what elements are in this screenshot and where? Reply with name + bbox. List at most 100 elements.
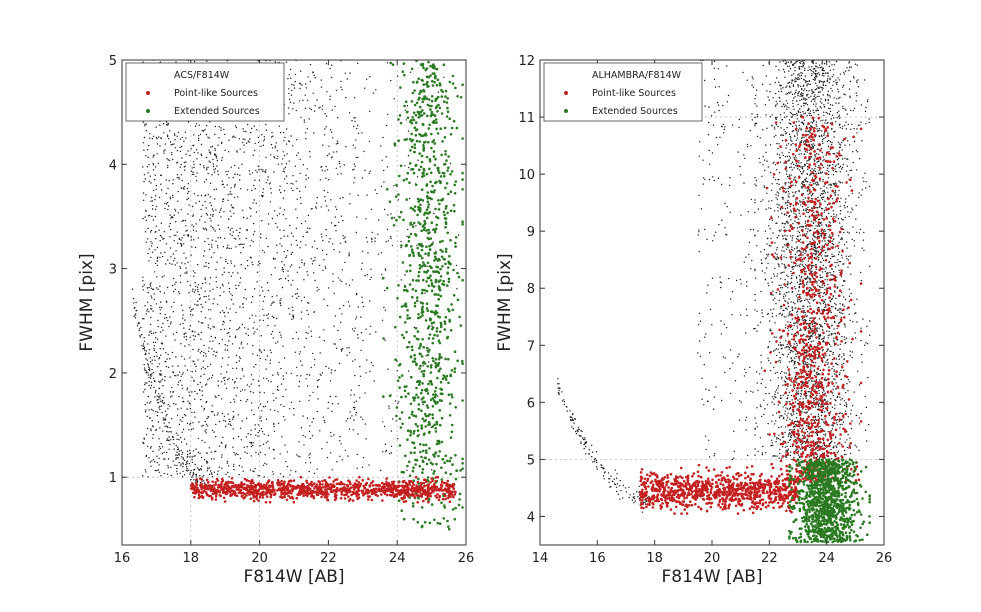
data-point-all xyxy=(259,475,260,476)
data-point-all xyxy=(391,446,392,447)
data-point-all xyxy=(194,304,195,305)
data-point-all xyxy=(280,132,281,133)
data-point-extended xyxy=(421,314,424,317)
data-point-point xyxy=(346,484,349,487)
data-point-extended xyxy=(443,63,446,66)
data-point-extended xyxy=(428,245,431,248)
data-point-all xyxy=(364,88,365,89)
data-point-extended xyxy=(395,415,398,418)
data-point-all xyxy=(287,270,288,271)
data-point-all xyxy=(212,326,213,327)
data-point-all xyxy=(162,379,163,380)
data-point-extended xyxy=(411,146,414,149)
data-point-all xyxy=(157,257,158,258)
data-point-all xyxy=(325,229,326,230)
data-point-extended xyxy=(435,181,438,184)
data-point-all xyxy=(222,201,223,202)
data-point-point xyxy=(243,483,246,486)
data-point-all xyxy=(328,153,329,154)
data-point-all xyxy=(210,277,211,278)
data-point-extended xyxy=(436,68,439,71)
data-point-all xyxy=(271,334,272,335)
data-point-all xyxy=(357,157,358,158)
data-point-point xyxy=(193,496,196,499)
data-point-all xyxy=(363,306,364,307)
data-point-extended xyxy=(414,205,417,208)
data-point-all xyxy=(229,291,230,292)
data-point-extended xyxy=(395,195,398,198)
data-point-all xyxy=(217,414,218,415)
data-point-extended xyxy=(434,208,437,211)
data-point-point xyxy=(233,486,236,489)
data-point-point xyxy=(199,477,202,480)
data-point-all xyxy=(262,250,263,251)
data-point-all xyxy=(250,245,251,246)
data-point-all xyxy=(822,160,823,161)
data-point-all xyxy=(170,427,171,428)
data-point-point xyxy=(227,482,230,485)
data-point-all xyxy=(142,218,143,219)
data-point-all xyxy=(182,401,183,402)
data-point-all xyxy=(345,283,346,284)
data-point-extended xyxy=(409,223,412,226)
data-point-all xyxy=(301,300,302,301)
data-point-all xyxy=(212,214,213,215)
data-point-all xyxy=(258,407,259,408)
data-point-all xyxy=(199,453,200,454)
data-point-all xyxy=(192,289,193,290)
data-point-all xyxy=(168,436,169,437)
data-point-all xyxy=(296,139,297,140)
data-point-point xyxy=(349,491,352,494)
data-point-all xyxy=(843,370,844,371)
data-point-extended xyxy=(417,78,420,81)
data-point-all xyxy=(388,240,389,241)
data-point-extended xyxy=(410,168,413,171)
data-point-all xyxy=(144,305,145,306)
data-point-extended xyxy=(411,116,414,119)
data-point-all xyxy=(165,352,166,353)
data-point-all xyxy=(140,336,141,337)
data-point-point xyxy=(346,492,349,495)
data-point-point xyxy=(286,489,289,492)
data-point-extended xyxy=(447,525,450,528)
data-point-all xyxy=(307,274,308,275)
data-point-all xyxy=(270,201,271,202)
data-point-all xyxy=(362,263,363,264)
data-point-extended xyxy=(425,388,428,391)
data-point-extended xyxy=(434,164,437,167)
data-point-point xyxy=(240,492,243,495)
data-point-all xyxy=(151,409,152,410)
data-point-all xyxy=(314,473,315,474)
data-point-point xyxy=(196,478,199,481)
data-point-point xyxy=(259,496,262,499)
data-point-all xyxy=(179,238,180,239)
data-point-all xyxy=(180,324,181,325)
data-point-extended xyxy=(438,180,441,183)
data-point-all xyxy=(348,347,349,348)
data-point-all xyxy=(152,438,153,439)
data-point-extended xyxy=(415,164,418,167)
data-point-all xyxy=(798,73,799,74)
data-point-all xyxy=(220,216,221,217)
data-point-all xyxy=(167,408,168,409)
data-point-extended xyxy=(444,136,447,139)
data-point-extended xyxy=(448,117,451,120)
data-point-all xyxy=(330,68,331,69)
data-point-point xyxy=(211,481,214,484)
data-point-all xyxy=(306,378,307,379)
data-point-all xyxy=(207,425,208,426)
data-point-extended xyxy=(446,284,449,287)
data-point-all xyxy=(194,331,195,332)
data-point-all xyxy=(288,140,289,141)
data-point-point xyxy=(273,493,276,496)
data-point-all xyxy=(193,270,194,271)
data-point-all xyxy=(150,387,151,388)
data-point-all xyxy=(143,348,144,349)
data-point-all xyxy=(349,252,350,253)
data-point-extended xyxy=(425,280,428,283)
data-point-all xyxy=(208,325,209,326)
data-point-all xyxy=(321,236,322,237)
data-point-all xyxy=(165,411,166,412)
data-point-all xyxy=(183,188,184,189)
